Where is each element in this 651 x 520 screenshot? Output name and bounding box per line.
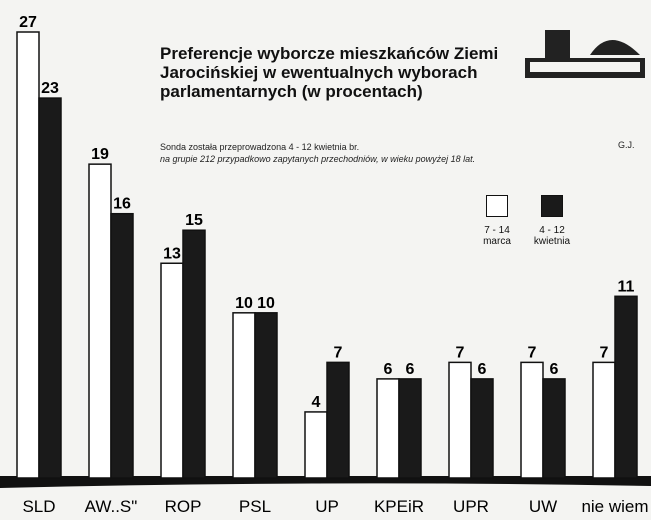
bar	[327, 362, 349, 478]
page: 2723SLD1916AW..S"1315ROP1010PSL47UP66KPE…	[0, 0, 651, 520]
value-label: 13	[163, 245, 181, 262]
value-label: 7	[456, 344, 465, 361]
value-label: 7	[600, 344, 609, 361]
value-label: 6	[478, 361, 487, 378]
value-label: 7	[334, 344, 343, 361]
x-tick-label: ROP	[165, 497, 202, 516]
subtitle: Sonda została przeprowadzona 4 - 12 kwie…	[160, 142, 359, 152]
legend-label: 4 - 12 kwietnia	[527, 225, 577, 247]
bar	[255, 313, 277, 478]
x-tick-label: KPEiR	[374, 497, 424, 516]
author: G.J.	[618, 140, 635, 150]
chart-title: Preferencje wyborcze mieszkańców Ziemi J…	[160, 44, 600, 101]
bar	[521, 362, 543, 478]
x-tick-label: SLD	[22, 497, 55, 516]
bar	[39, 98, 61, 478]
bar	[111, 214, 133, 478]
value-label: 6	[406, 361, 415, 378]
value-label: 10	[257, 295, 275, 312]
bar	[543, 379, 565, 478]
value-label: 7	[528, 344, 537, 361]
value-label: 6	[550, 361, 559, 378]
bar	[183, 230, 205, 478]
bar	[399, 379, 421, 478]
x-tick-label: AW..S"	[85, 497, 138, 516]
value-label: 19	[91, 146, 109, 163]
bar	[593, 362, 615, 478]
value-label: 4	[312, 394, 321, 411]
bar	[17, 32, 39, 478]
value-label: 11	[618, 278, 635, 295]
subtitle: na grupie 212 przypadkowo zapytanych prz…	[160, 154, 475, 164]
bar	[233, 313, 255, 478]
value-label: 6	[384, 361, 393, 378]
bar	[305, 412, 327, 478]
x-tick-label: UPR	[453, 497, 489, 516]
bar	[615, 296, 637, 478]
value-label: 10	[235, 295, 253, 312]
value-label: 23	[41, 80, 59, 97]
value-label: 15	[185, 212, 203, 229]
bar	[89, 164, 111, 478]
x-tick-label: PSL	[239, 497, 271, 516]
value-label: 16	[113, 196, 131, 213]
legend-label: 7 - 14 marca	[472, 225, 522, 247]
x-tick-label: UW	[529, 497, 557, 516]
bar	[471, 379, 493, 478]
legend-swatch	[486, 195, 508, 217]
bar	[377, 379, 399, 478]
bar	[449, 362, 471, 478]
bar	[161, 263, 183, 478]
x-tick-label: nie wiem	[581, 497, 648, 516]
x-tick-label: UP	[315, 497, 339, 516]
value-label: 27	[19, 14, 37, 31]
legend-swatch	[541, 195, 563, 217]
